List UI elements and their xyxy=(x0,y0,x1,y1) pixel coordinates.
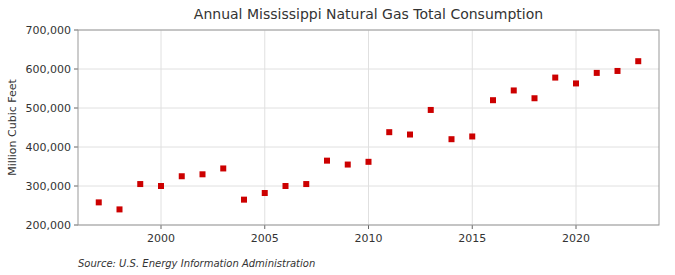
point xyxy=(262,190,268,196)
point xyxy=(490,97,496,103)
point xyxy=(200,171,206,177)
x-tick-label: 2020 xyxy=(562,232,590,245)
x-tick xyxy=(472,225,473,229)
y-tick xyxy=(74,186,78,187)
axes: 2000 2005 2010 2015 2020 200,000 300,000 400,00… xyxy=(26,24,591,245)
y-tick-label: 200,000 xyxy=(26,219,72,232)
y-tick xyxy=(74,108,78,109)
point xyxy=(635,58,641,64)
point xyxy=(449,136,455,142)
point xyxy=(283,183,289,189)
point xyxy=(117,206,123,212)
points xyxy=(96,58,642,212)
point xyxy=(594,70,600,76)
x-tick-label: 2015 xyxy=(458,232,486,245)
point xyxy=(137,181,143,187)
point xyxy=(511,87,517,93)
y-tick-label: 400,000 xyxy=(26,141,72,154)
x-tick xyxy=(264,225,265,229)
y-tick xyxy=(74,30,78,31)
point xyxy=(366,159,372,165)
y-grid-line xyxy=(78,186,659,187)
point xyxy=(241,197,247,203)
x-grid-line xyxy=(472,30,473,225)
x-grid-line xyxy=(576,30,577,225)
y-grid-line xyxy=(78,69,659,70)
y-tick xyxy=(74,225,78,226)
x-tick-label: 2005 xyxy=(251,232,279,245)
y-axis-label: Million Cubic Feet xyxy=(6,78,19,175)
chart-title: Annual Mississippi Natural Gas Total Con… xyxy=(194,6,543,22)
y-tick-label: 500,000 xyxy=(26,102,72,115)
point xyxy=(552,75,558,81)
chart-svg: 2000 2005 2010 2015 2020 200,000 300,000 400,00… xyxy=(0,0,675,275)
point xyxy=(615,68,621,74)
x-grid-line xyxy=(368,30,369,225)
chart-container: 2000 2005 2010 2015 2020 200,000 300,000 400,00… xyxy=(0,0,675,275)
source-note: Source: U.S. Energy Information Administ… xyxy=(78,258,315,269)
x-tick xyxy=(576,225,577,229)
point xyxy=(158,183,164,189)
x-tick xyxy=(161,225,162,229)
point xyxy=(345,162,351,168)
y-grid-line xyxy=(78,108,659,109)
point xyxy=(303,181,309,187)
point xyxy=(96,199,102,205)
grid xyxy=(78,30,659,225)
point xyxy=(573,80,579,86)
y-tick-label: 700,000 xyxy=(26,24,72,37)
point xyxy=(407,132,413,138)
x-tick xyxy=(368,225,369,229)
x-tick-label: 2000 xyxy=(147,232,175,245)
y-tick xyxy=(74,147,78,148)
point xyxy=(386,129,392,135)
y-tick-label: 300,000 xyxy=(26,180,72,193)
y-tick-label: 600,000 xyxy=(26,63,72,76)
point xyxy=(220,165,226,171)
x-grid-line xyxy=(161,30,162,225)
plot-frame xyxy=(78,30,659,225)
x-tick-label: 2010 xyxy=(355,232,383,245)
point xyxy=(324,158,330,164)
point xyxy=(469,133,475,139)
point xyxy=(428,107,434,113)
y-tick xyxy=(74,69,78,70)
point xyxy=(179,173,185,179)
point xyxy=(532,95,538,101)
y-grid-line xyxy=(78,147,659,148)
plot-background xyxy=(78,30,659,225)
